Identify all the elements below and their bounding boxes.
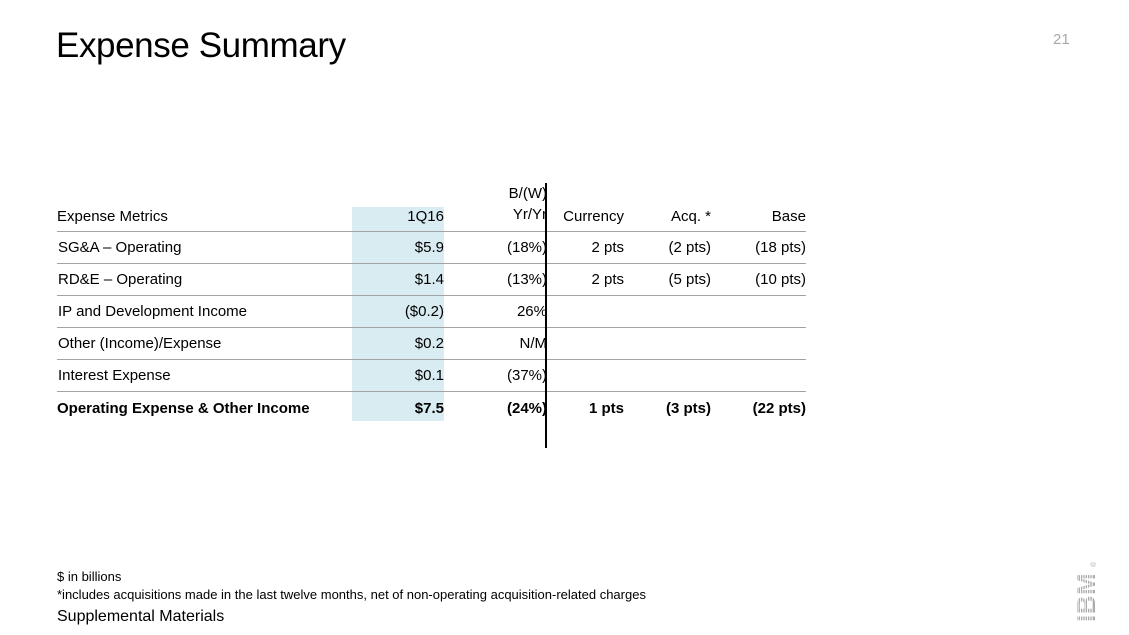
- table-row: RD&E – Operating $1.4 (13%) 2 pts (5 pts…: [57, 263, 806, 296]
- table-total-row: Operating Expense & Other Income $7.5 (2…: [57, 392, 806, 426]
- value-1q16: ($0.2): [352, 295, 444, 328]
- value-base: [711, 359, 806, 392]
- value-1q16: $0.1: [352, 359, 444, 392]
- metric-label: RD&E – Operating: [57, 263, 352, 296]
- value-base: (10 pts): [711, 263, 806, 296]
- table-row: Other (Income)/Expense $0.2 N/M: [57, 327, 806, 360]
- value-currency: [547, 295, 624, 328]
- metric-label: SG&A – Operating: [57, 231, 352, 264]
- header-expense-metrics: Expense Metrics: [57, 183, 352, 232]
- value-base: [711, 295, 806, 328]
- header-bw-yryr: B/(W) Yr/Yr: [444, 183, 547, 232]
- metric-label: Other (Income)/Expense: [57, 327, 352, 360]
- value-1q16: $0.2: [352, 327, 444, 360]
- slide-title: Expense Summary: [56, 26, 346, 65]
- value-acq: (2 pts): [624, 231, 711, 264]
- table-header-row: Expense Metrics 1Q16 B/(W) Yr/Yr Currenc…: [57, 183, 806, 232]
- footnote-scale: $ in billions: [57, 569, 122, 584]
- value-acq: (3 pts): [666, 400, 711, 417]
- ibm-logo-text: IBM: [1073, 573, 1101, 622]
- metric-label: IP and Development Income: [57, 295, 352, 328]
- header-currency: Currency: [547, 183, 624, 232]
- ibm-registered-mark: ®: [1090, 561, 1098, 567]
- header-base: Base: [711, 183, 806, 232]
- expense-table-region: Expense Metrics 1Q16 B/(W) Yr/Yr Currenc…: [57, 183, 806, 448]
- metric-label: Interest Expense: [57, 359, 352, 392]
- value-1q16: $7.5: [414, 400, 444, 417]
- footnote-acquisitions: *includes acquisitions made in the last …: [57, 587, 646, 602]
- ibm-logo-stripes: [1077, 570, 1093, 622]
- table-row: IP and Development Income ($0.2) 26%: [57, 295, 806, 328]
- page-number: 21: [1053, 31, 1070, 48]
- column-divider-line: [545, 183, 547, 448]
- value-yryr: N/M: [444, 327, 547, 360]
- footer-label: Supplemental Materials: [57, 608, 225, 625]
- value-currency: 2 pts: [547, 231, 624, 264]
- value-acq: [624, 295, 711, 328]
- value-acq: (5 pts): [624, 263, 711, 296]
- value-1q16: $5.9: [352, 231, 444, 264]
- ibm-logo-icon: IBM ®: [1071, 558, 1101, 622]
- expense-metrics-table: Expense Metrics 1Q16 B/(W) Yr/Yr Currenc…: [57, 183, 806, 425]
- value-1q16: $1.4: [352, 263, 444, 296]
- value-currency: [547, 327, 624, 360]
- ibm-logo-svg: IBM ®: [1071, 561, 1101, 622]
- header-acq: Acq. *: [624, 183, 711, 232]
- value-currency: 1 pts: [588, 400, 624, 417]
- table-row: Interest Expense $0.1 (37%): [57, 359, 806, 392]
- value-base: [711, 327, 806, 360]
- table-row: SG&A – Operating $5.9 (18%) 2 pts (2 pts…: [57, 231, 806, 264]
- header-1q16: 1Q16: [352, 183, 444, 232]
- value-yryr: 26%: [444, 295, 547, 328]
- value-base: (22 pts): [752, 400, 806, 417]
- metric-label: Operating Expense & Other Income: [57, 400, 310, 417]
- value-yryr: (24%): [506, 400, 547, 417]
- header-bw-line2: Yr/Yr: [512, 206, 547, 223]
- value-yryr: (18%): [444, 231, 547, 264]
- value-currency: 2 pts: [547, 263, 624, 296]
- value-currency: [547, 359, 624, 392]
- value-acq: [624, 327, 711, 360]
- value-yryr: (37%): [444, 359, 547, 392]
- header-bw-line1: B/(W): [508, 185, 547, 202]
- value-base: (18 pts): [711, 231, 806, 264]
- value-acq: [624, 359, 711, 392]
- value-yryr: (13%): [444, 263, 547, 296]
